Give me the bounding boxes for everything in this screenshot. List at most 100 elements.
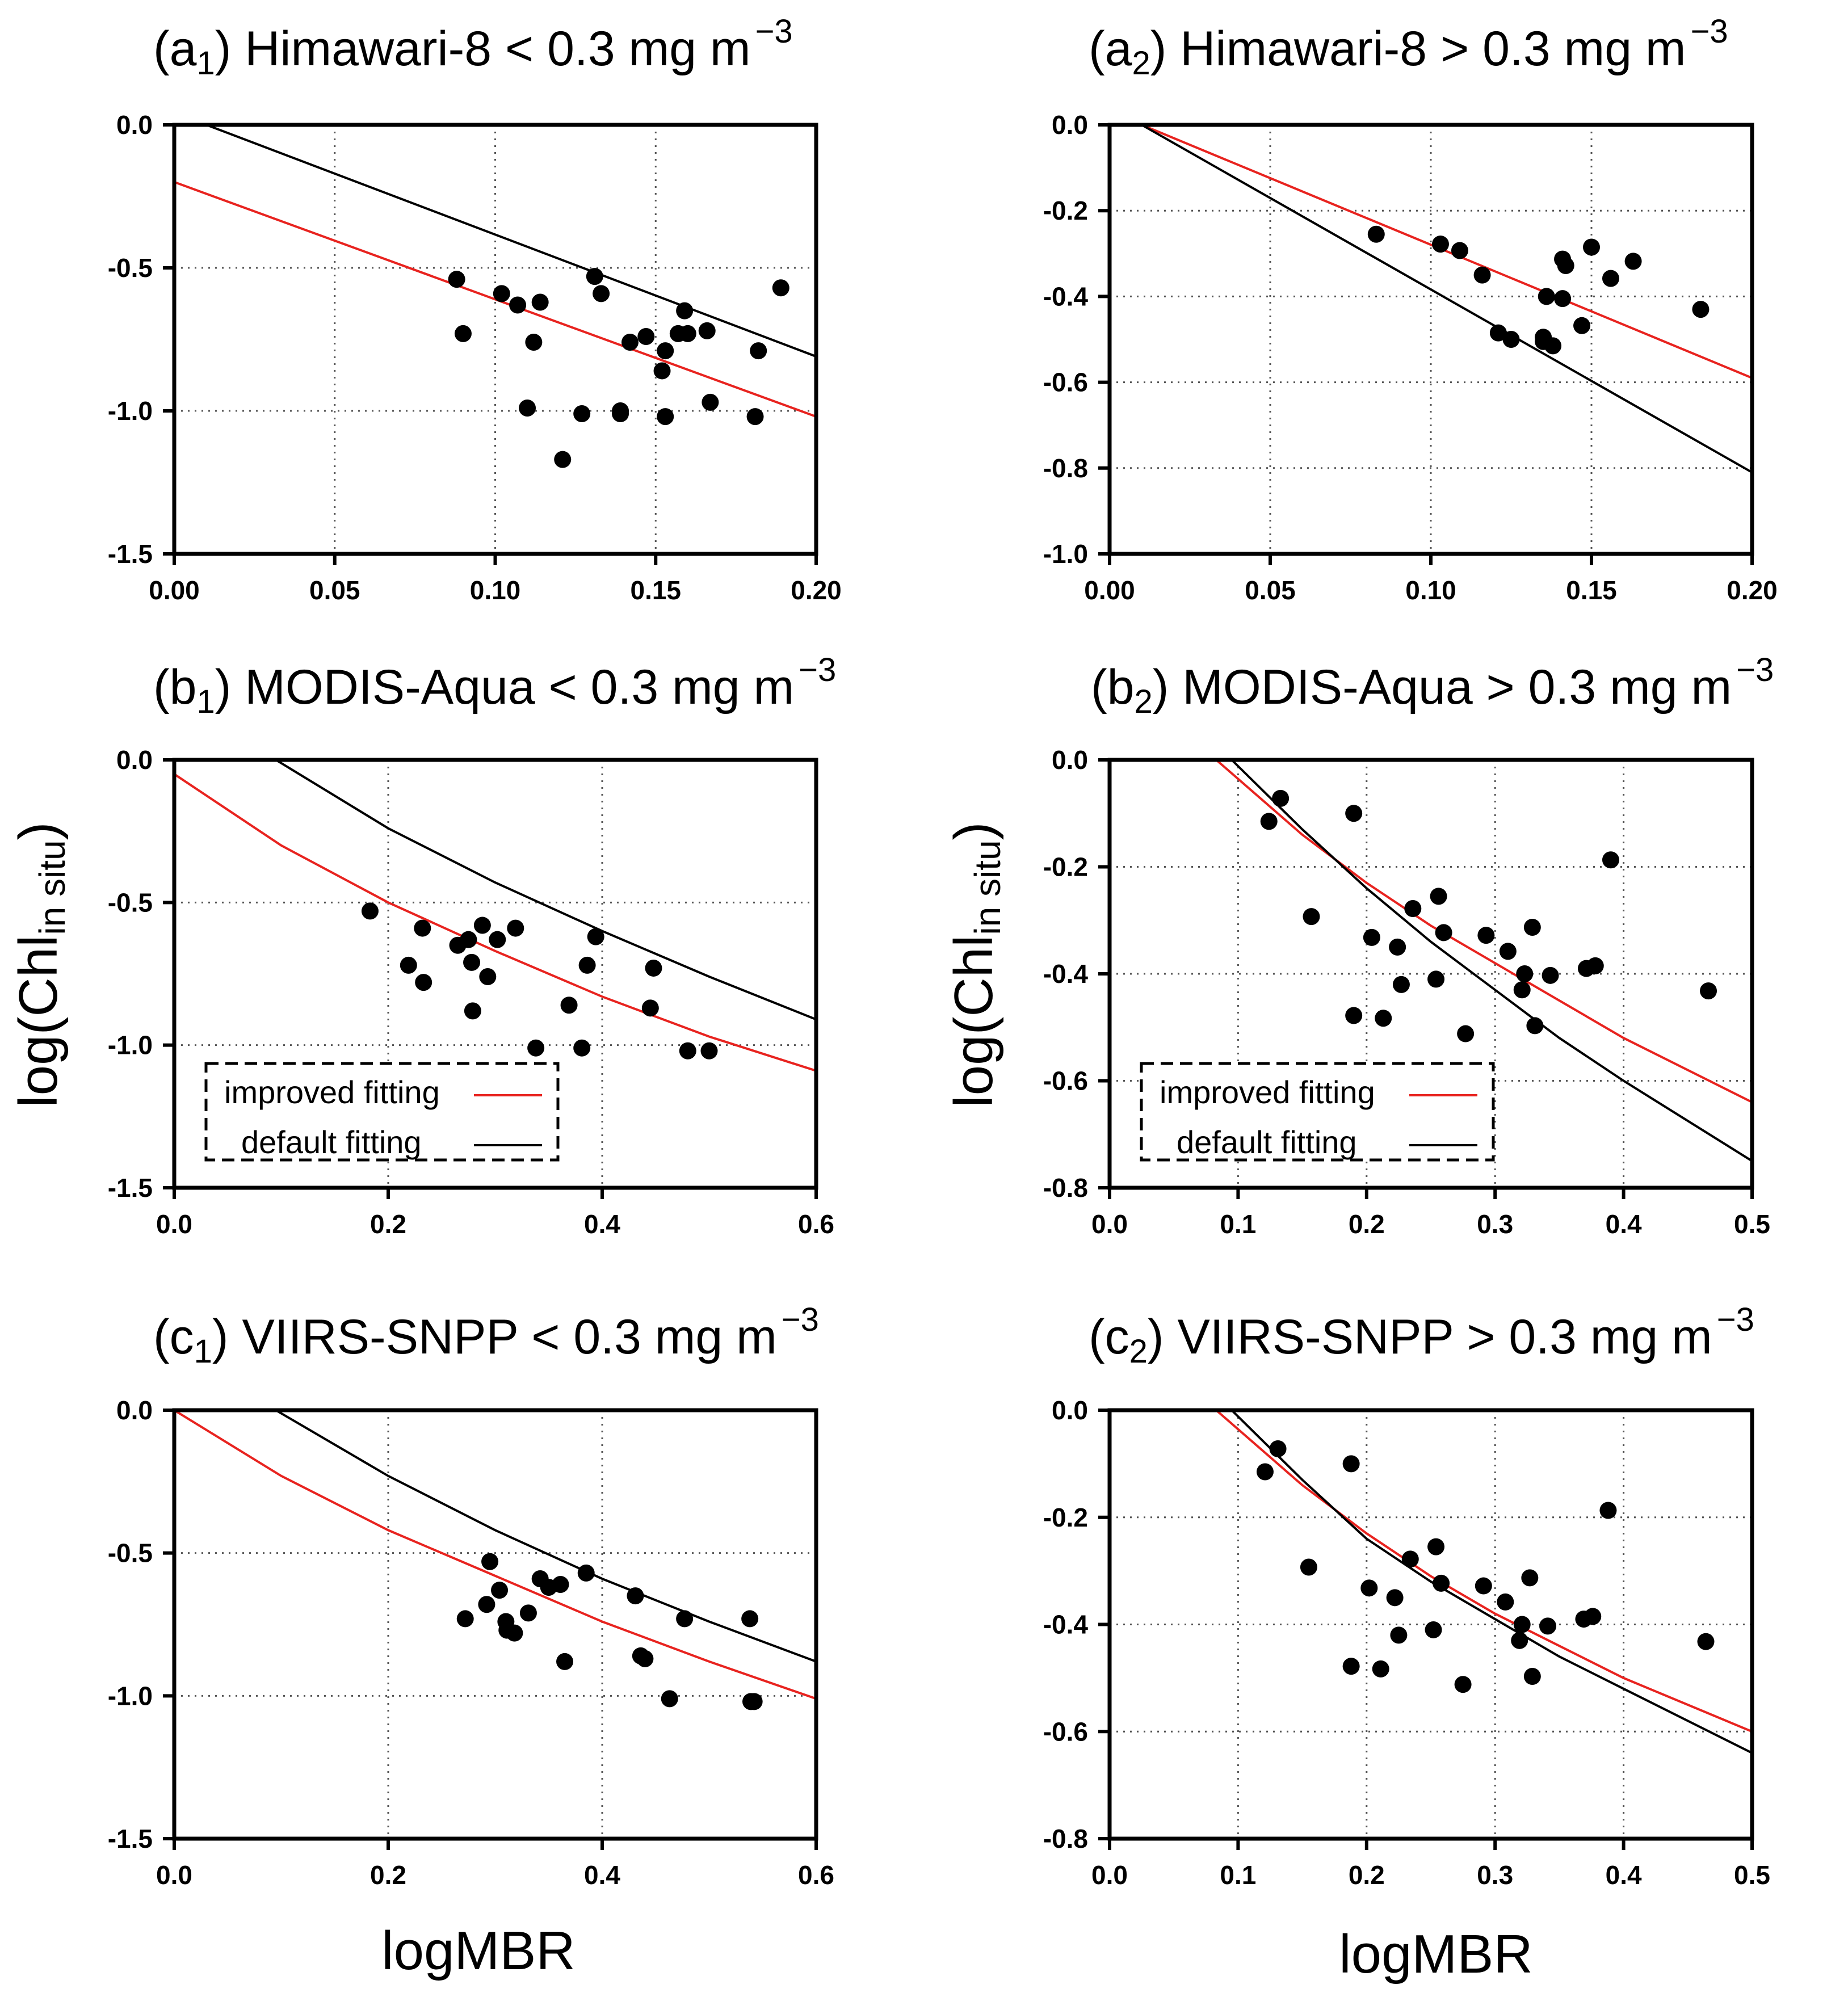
data-point	[1473, 266, 1491, 284]
x-tick-label: 0.0	[156, 1209, 192, 1239]
data-point	[1401, 1550, 1419, 1568]
data-point	[1433, 1574, 1450, 1592]
series-line-default-fitting	[1230, 1410, 1752, 1754]
title-subscript: 1	[196, 683, 215, 720]
panel-title: (c2) VIIRS-SNPP > 0.3 mg m −3	[1089, 1301, 1754, 1370]
x-tick-label: 0.5	[1734, 1209, 1770, 1239]
data-point	[1554, 290, 1572, 308]
data-point	[1375, 1010, 1392, 1027]
data-point	[1427, 970, 1445, 988]
series-line-improved-fitting	[1215, 1410, 1752, 1733]
data-point	[636, 1650, 654, 1667]
data-point	[702, 393, 719, 411]
data-point	[653, 362, 671, 380]
y-tick-label: -0.5	[108, 888, 153, 917]
y-tick-label: 0.0	[116, 110, 153, 140]
x-tick-label: 0.1	[1220, 1209, 1256, 1239]
title-superscript: −3	[755, 13, 793, 50]
data-point	[1390, 1626, 1408, 1644]
data-point	[1583, 238, 1600, 256]
y-tick-label: -0.6	[1043, 1717, 1088, 1746]
data-point	[1300, 1558, 1317, 1576]
data-point	[676, 302, 694, 319]
y-tick-label: -0.5	[108, 1538, 153, 1568]
data-point	[554, 451, 572, 468]
x-tick-label: 0.05	[1245, 575, 1296, 605]
series-line-improved-fitting	[1141, 125, 1752, 379]
data-point	[473, 916, 491, 934]
x-axis-title-right: logMBR	[1339, 1924, 1532, 1985]
data-point	[460, 931, 477, 948]
y-tick-label: -0.4	[1043, 959, 1089, 989]
panel-title: (b1) MODIS-Aqua < 0.3 mg m −3	[153, 651, 836, 720]
plot-area	[1215, 1410, 1752, 1754]
x-tick-label: 0.4	[584, 1209, 620, 1239]
series-line-default-fitting	[275, 1410, 816, 1663]
title-text: ) Himawari-8 < 0.3 mg m	[215, 22, 751, 76]
data-point	[414, 919, 431, 937]
title-superscript: −3	[782, 1301, 819, 1338]
title-superscript: −3	[799, 651, 836, 688]
title-prefix: (c	[153, 1310, 194, 1364]
data-point	[772, 279, 789, 297]
data-point	[1513, 981, 1531, 999]
y-tick-label: -0.8	[1043, 453, 1088, 483]
title-prefix: (b	[1091, 660, 1134, 714]
data-point	[556, 1653, 574, 1670]
data-point	[577, 1564, 595, 1582]
panel-title: (a1) Himawari-8 < 0.3 mg m −3	[153, 13, 793, 82]
panel-title: (a2) Himawari-8 > 0.3 mg m −3	[1089, 13, 1728, 82]
data-point	[637, 327, 655, 345]
data-point	[527, 1039, 545, 1057]
x-tick-label: 0.15	[1566, 575, 1617, 605]
plot-area	[1141, 125, 1752, 474]
y-tick-label: 0.0	[1052, 745, 1088, 775]
y-tick-label: -1.0	[108, 1031, 153, 1060]
data-point	[1269, 1440, 1287, 1457]
title-subscript: 2	[1129, 1333, 1148, 1370]
data-point	[1272, 789, 1290, 807]
data-point	[750, 342, 767, 360]
data-point	[1372, 1660, 1389, 1678]
x-tick-label: 0.00	[1084, 575, 1135, 605]
title-prefix: (a	[153, 22, 197, 76]
data-point	[1489, 324, 1507, 342]
data-point	[1363, 928, 1380, 946]
data-point	[552, 1576, 569, 1594]
title-superscript: −3	[1691, 13, 1728, 50]
x-tick-label: 0.0	[1091, 1860, 1128, 1890]
data-point	[679, 325, 696, 342]
data-point	[1573, 317, 1591, 334]
data-point	[491, 1582, 509, 1599]
data-point	[1392, 976, 1410, 993]
data-point	[1542, 966, 1559, 984]
panel-c2: (c2) VIIRS-SNPP > 0.3 mg m −30.0 0.1 0.2 0.3…	[1043, 1301, 1770, 1890]
data-point	[1367, 225, 1385, 243]
data-point	[1544, 337, 1562, 355]
data-point	[745, 1693, 763, 1710]
title-superscript: −3	[1736, 651, 1774, 688]
series-line-default-fitting	[1141, 125, 1752, 474]
y-axis-title-main: log(Chl	[943, 935, 1004, 1108]
y-axis-title-close: )	[8, 822, 69, 840]
data-point	[1345, 1007, 1363, 1024]
data-point	[400, 956, 417, 974]
data-point	[519, 399, 536, 417]
data-point	[1454, 1676, 1472, 1693]
data-point	[531, 293, 549, 311]
legend-label: improved fitting	[1160, 1074, 1375, 1110]
data-point	[479, 968, 497, 986]
data-point	[1342, 1455, 1360, 1473]
panel-c1: (c1) VIIRS-SNPP < 0.3 mg m −30.0 0.2 0.4 0.6…	[108, 1301, 834, 1890]
title-text: ) VIIRS-SNPP > 0.3 mg m	[1148, 1310, 1712, 1364]
x-tick-label: 0.4	[1606, 1209, 1642, 1239]
y-tick-label: -0.4	[1043, 281, 1089, 311]
series-line-default-fitting	[205, 125, 816, 358]
y-tick-label: -0.2	[1043, 1503, 1088, 1532]
data-point	[1451, 242, 1468, 259]
data-point	[593, 285, 610, 302]
y-tick-label: -0.2	[1043, 852, 1088, 882]
x-tick-label: 0.0	[156, 1860, 192, 1890]
data-point	[1557, 257, 1574, 274]
data-point	[1624, 253, 1642, 270]
